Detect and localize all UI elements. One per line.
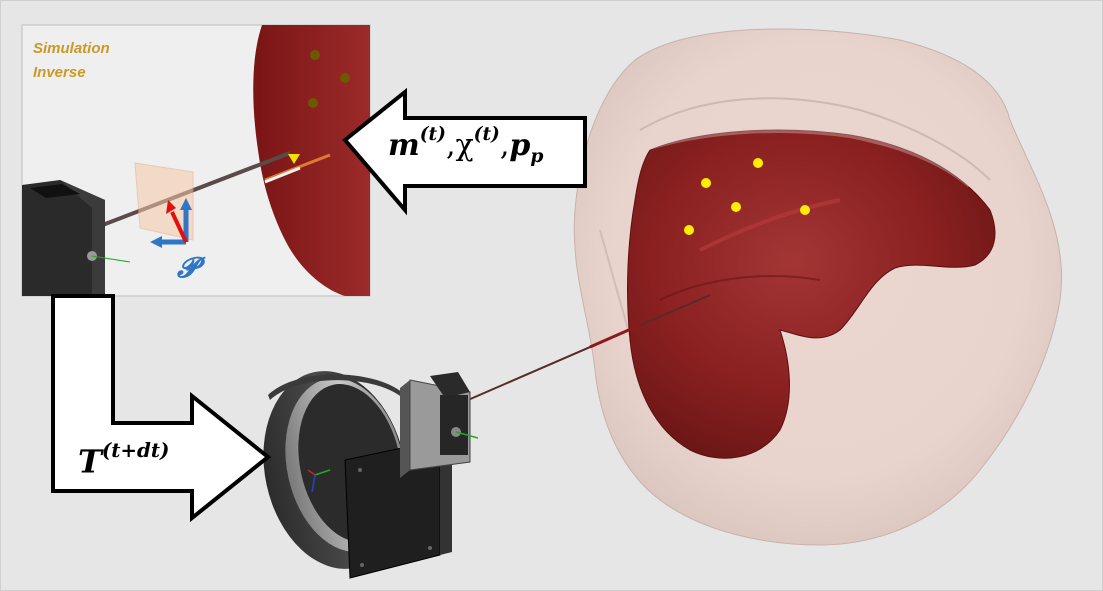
- frame-label: 𝓟: [177, 251, 198, 284]
- chi-symbol: χ: [455, 128, 474, 163]
- separator-1: ,: [445, 128, 456, 163]
- coordinate-frame-icon: [150, 198, 192, 248]
- marker-2: [701, 178, 711, 188]
- inset-title-line2: Inverse: [33, 64, 86, 81]
- needle-shaft: [467, 294, 711, 401]
- target-markers: [684, 158, 810, 235]
- bottom-arrow-formula: T(t+dt): [78, 438, 169, 481]
- needle-tip: [589, 323, 641, 349]
- marker-1: [753, 158, 763, 168]
- m-superscript: (t): [419, 124, 446, 146]
- top-arrow-formula: m(t),χ(t),pp: [388, 124, 544, 167]
- p-subscript: p: [530, 146, 544, 167]
- T-symbol: T: [78, 442, 102, 481]
- marker-4: [800, 205, 810, 215]
- marker-5: [684, 225, 694, 235]
- top-arrow: [342, 87, 587, 216]
- camera-block-icon: [22, 180, 131, 296]
- m-symbol: m: [388, 128, 420, 163]
- inset-title-line1: Simulation: [33, 40, 110, 57]
- T-superscript: (t+dt): [101, 438, 170, 463]
- ring-mount-icon: [263, 371, 452, 579]
- chi-superscript: (t): [473, 124, 500, 146]
- needle-device-icon: [400, 372, 479, 478]
- separator-2: ,: [499, 128, 510, 163]
- bottom-arrow: [51, 294, 272, 523]
- inset-title: Simulation Inverse: [33, 37, 110, 85]
- liver-organ: [627, 127, 996, 459]
- marker-3: [731, 202, 741, 212]
- p-symbol: p: [509, 128, 531, 163]
- inset-panel: [21, 24, 371, 297]
